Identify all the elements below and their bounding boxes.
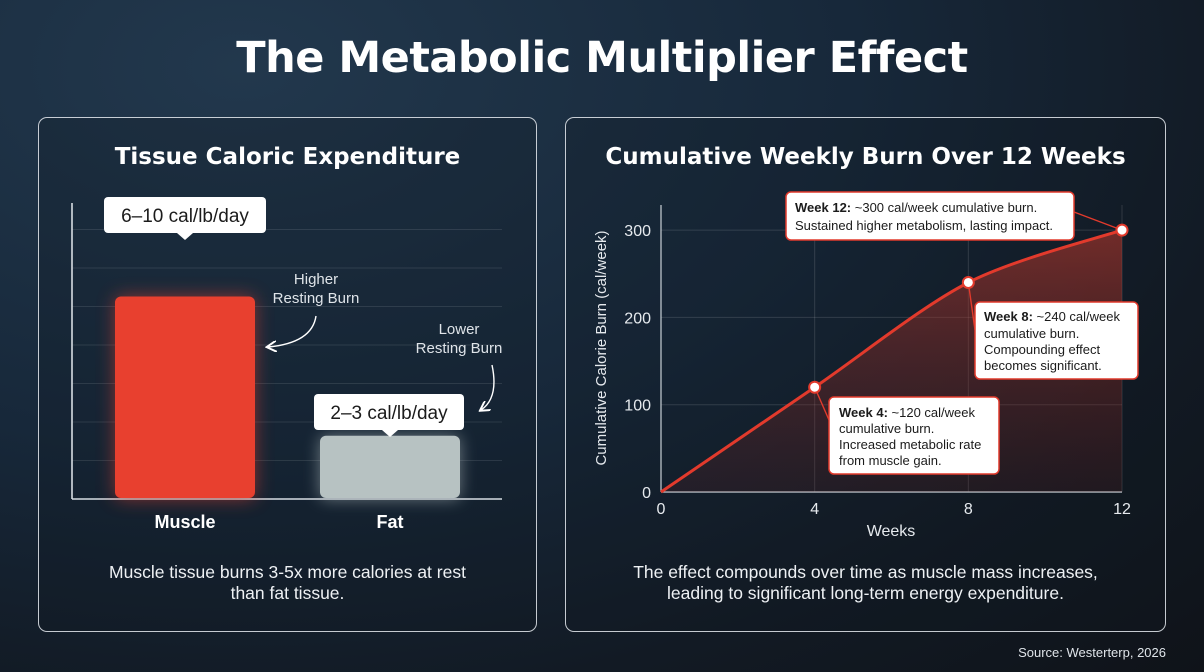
line-chart-title: Cumulative Weekly Burn Over 12 Weeks [605, 144, 1126, 170]
line-caption-line-2: leading to significant long-term energy … [667, 583, 1064, 603]
bar-chart-title: Tissue Caloric Expenditure [114, 144, 461, 170]
cumulative-panel: Cumulative Weekly Burn Over 12 Weeks The… [565, 117, 1166, 632]
bar-caption-line-2: than fat tissue. [230, 583, 345, 603]
bar-chart-caption: Muscle tissue burns 3-5x more calories a… [39, 562, 536, 604]
tissue-panel: Tissue Caloric Expenditure Muscle tissue… [38, 117, 537, 632]
bar-caption-line-1: Muscle tissue burns 3-5x more calories a… [109, 562, 466, 582]
line-chart-caption: The effect compounds over time as muscle… [566, 562, 1165, 604]
source-note: Source: Westerterp, 2026 [1018, 645, 1166, 660]
line-caption-line-1: The effect compounds over time as muscle… [633, 562, 1098, 582]
page-title: The Metabolic Multiplier Effect [236, 33, 968, 83]
